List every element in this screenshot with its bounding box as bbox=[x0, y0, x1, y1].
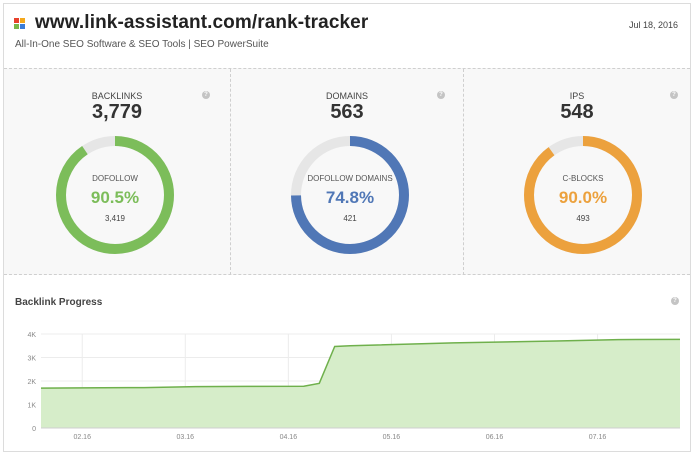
donut-ring bbox=[56, 136, 174, 254]
donut-ring bbox=[291, 136, 409, 254]
backlink-progress-section: Backlink Progress ? 0 1K 2K 3K 4K 02.16 03.16 0… bbox=[4, 276, 690, 452]
panel-label: DOMAINS bbox=[325, 91, 368, 101]
ips-panel: IPS 548 ? C-BLOCKS 90.0% 493 bbox=[463, 69, 690, 275]
domains-panel: DOMAINS 563 ? DOFOLLOW DOMAINS 74.8% 421 bbox=[230, 69, 463, 275]
site-url-title: www.link-assistant.com/rank-tracker bbox=[35, 12, 369, 33]
panel-value: 3,779 bbox=[91, 101, 143, 123]
x-tick-label: 03.16 bbox=[177, 434, 195, 441]
donut-percent: 90.0% bbox=[558, 188, 608, 207]
y-tick-label: 3K bbox=[27, 356, 36, 363]
x-tick-label: 06.16 bbox=[486, 434, 504, 441]
y-tick-label: 2K bbox=[27, 379, 36, 386]
panel-value: 563 bbox=[330, 101, 364, 123]
panel-label: IPS bbox=[569, 91, 585, 101]
backlinks-panel: BACKLINKS 3,779 ? DOFOLLOW 90.5% 3,419 bbox=[4, 69, 230, 275]
help-icon[interactable]: ? bbox=[437, 91, 445, 99]
help-icon[interactable]: ? bbox=[202, 91, 210, 99]
x-tick-label: 07.16 bbox=[589, 434, 607, 441]
backlink-progress-chart: 0 1K 2K 3K 4K 02.16 03.16 04.16 05.16 06.16 07.16 bbox=[27, 332, 681, 441]
report-frame: www.link-assistant.com/rank-tracker All-… bbox=[3, 3, 691, 452]
donut-count: 3,419 bbox=[104, 214, 126, 223]
report-header: www.link-assistant.com/rank-tracker All-… bbox=[4, 4, 690, 68]
dofollow-donut: DOFOLLOW 90.5% 3,419 bbox=[54, 134, 176, 256]
donut-count: 493 bbox=[576, 214, 590, 223]
x-tick-label: 04.16 bbox=[280, 434, 298, 441]
donut-ring bbox=[524, 136, 642, 254]
chart-title: Backlink Progress bbox=[15, 297, 103, 308]
panel-label: BACKLINKS bbox=[91, 91, 143, 101]
y-tick-label: 1K bbox=[27, 403, 36, 410]
help-icon[interactable]: ? bbox=[670, 91, 678, 99]
site-subtitle: All-In-One SEO Software & SEO Tools | SE… bbox=[15, 39, 269, 50]
x-tick-label: 02.16 bbox=[73, 434, 91, 441]
help-icon[interactable]: ? bbox=[671, 297, 679, 305]
c-blocks-donut: C-BLOCKS 90.0% 493 bbox=[522, 134, 644, 256]
donut-percent: 90.5% bbox=[90, 188, 140, 207]
donut-count: 421 bbox=[343, 214, 357, 223]
report-date: Jul 18, 2016 bbox=[628, 20, 678, 30]
series-line bbox=[40, 338, 681, 389]
area-fill bbox=[41, 339, 680, 428]
x-tick-label: 05.16 bbox=[383, 434, 401, 441]
donut-label: C-BLOCKS bbox=[562, 174, 604, 183]
donut-label: DOFOLLOW bbox=[92, 174, 138, 183]
panel-value: 548 bbox=[560, 101, 594, 123]
y-tick-label: 0 bbox=[32, 426, 36, 433]
donut-label: DOFOLLOW DOMAINS bbox=[307, 174, 393, 183]
dofollow-domains-donut: DOFOLLOW DOMAINS 74.8% 421 bbox=[289, 134, 411, 256]
summary-panels: BACKLINKS 3,779 ? DOFOLLOW 90.5% 3,419 D… bbox=[4, 68, 690, 275]
donut-percent: 74.8% bbox=[325, 188, 375, 207]
four-squares-logo-icon bbox=[14, 18, 26, 30]
y-tick-label: 4K bbox=[27, 332, 36, 339]
